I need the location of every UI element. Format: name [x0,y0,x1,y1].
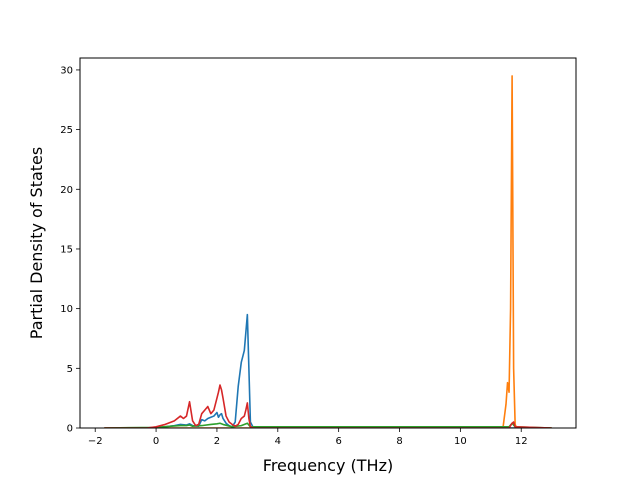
x-tick-label: 12 [515,436,528,447]
x-axis-ticks: −2 0 2 4 6 8 10 12 [88,428,528,447]
plot-frame [79,57,577,429]
x-tick-label: 10 [454,436,467,447]
y-tick-label: 15 [60,244,73,255]
x-tick-label: 2 [214,436,220,447]
y-tick-label: 0 [67,424,73,435]
x-tick-label: 6 [335,436,341,447]
y-axis-label: Partial Density of States [27,147,46,339]
x-axis-label: Frequency (THz) [263,456,393,475]
series-line-4 [104,384,552,428]
y-tick-label: 5 [67,364,73,375]
series-line-3 [104,422,552,428]
x-tick-label: 4 [275,436,281,447]
series-layer [104,75,552,428]
x-tick-label: −2 [88,436,103,447]
y-tick-label: 25 [60,125,73,136]
plot-area-background [80,58,576,428]
y-tick-label: 30 [60,65,73,76]
y-tick-label: 20 [60,185,73,196]
y-tick-label: 10 [60,304,73,315]
x-tick-label: 8 [396,436,402,447]
series-line-2 [104,75,552,428]
y-axis-ticks: 0 5 10 15 20 25 30 [60,65,80,435]
x-tick-label: 0 [153,436,159,447]
